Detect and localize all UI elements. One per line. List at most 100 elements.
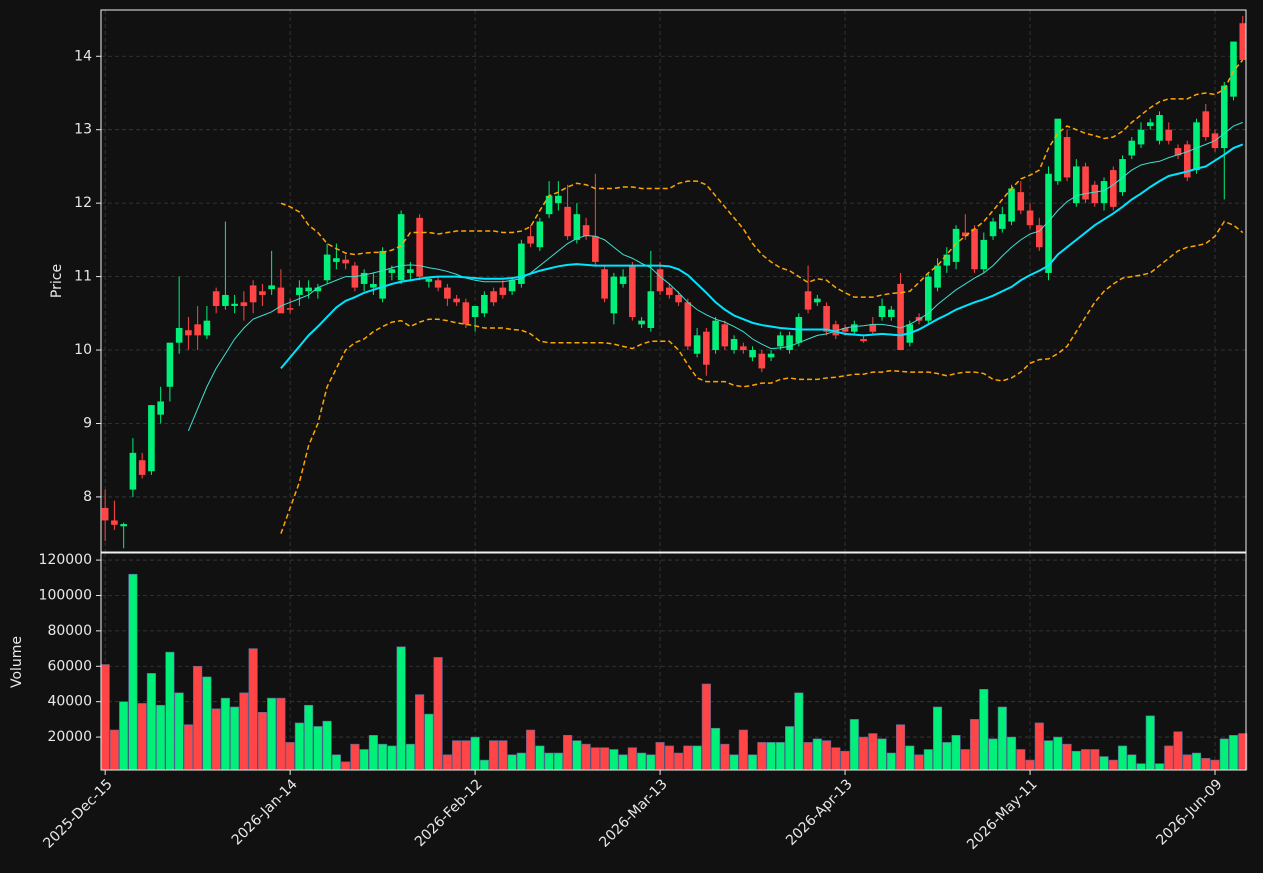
volume-bar bbox=[840, 750, 850, 771]
volume-bar bbox=[331, 754, 341, 771]
volume-bar bbox=[637, 752, 647, 771]
volume-bar bbox=[1016, 749, 1026, 771]
candle-body bbox=[860, 339, 867, 342]
candle-body bbox=[444, 287, 451, 299]
volume-bar bbox=[239, 692, 249, 771]
volume-bar bbox=[812, 738, 822, 771]
volume-bar bbox=[442, 754, 452, 771]
candle-body bbox=[1072, 166, 1080, 204]
candle-body bbox=[1017, 192, 1025, 211]
candle-body bbox=[175, 328, 183, 343]
volume-bar bbox=[387, 745, 397, 771]
candle-body bbox=[490, 291, 497, 303]
candle-body bbox=[1183, 144, 1191, 178]
candle-body bbox=[1156, 115, 1163, 141]
candle-body bbox=[943, 254, 951, 266]
volume-bar bbox=[757, 742, 767, 771]
volume-bar bbox=[923, 749, 933, 771]
volume-bar bbox=[405, 743, 415, 771]
volume-bar bbox=[692, 745, 702, 771]
candle-body bbox=[129, 452, 137, 490]
volume-bar bbox=[1164, 745, 1174, 771]
candle-body bbox=[721, 324, 729, 347]
candle-body bbox=[314, 287, 322, 292]
volume-bar bbox=[489, 740, 499, 771]
candle-body bbox=[185, 330, 192, 336]
y-tick-label: 9 bbox=[83, 415, 92, 431]
candle-body bbox=[1109, 170, 1117, 207]
candle-body bbox=[693, 335, 701, 354]
candle-body bbox=[222, 294, 229, 306]
candle-body bbox=[1119, 159, 1126, 193]
volume-bar bbox=[137, 703, 147, 771]
volume-bar bbox=[914, 754, 924, 771]
volume-bar bbox=[1090, 749, 1100, 771]
candle-body bbox=[804, 291, 812, 310]
volume-bar bbox=[165, 651, 175, 771]
candle-body bbox=[980, 239, 988, 270]
candle-body bbox=[111, 520, 118, 525]
candle-body bbox=[434, 280, 442, 288]
candle-body bbox=[1220, 85, 1228, 149]
candle-body bbox=[749, 350, 756, 358]
candle-body bbox=[286, 308, 294, 310]
candle-body bbox=[823, 305, 830, 332]
candle-body bbox=[1035, 225, 1043, 248]
volume-bar bbox=[1043, 740, 1054, 771]
candle-body bbox=[703, 331, 710, 365]
volume-bar bbox=[868, 733, 878, 771]
candle-body bbox=[971, 228, 978, 270]
volume-bar bbox=[729, 754, 739, 771]
y-tick-label: 100000 bbox=[39, 587, 92, 603]
candle-body bbox=[1146, 122, 1154, 127]
volume-bar bbox=[257, 711, 267, 771]
candle-body bbox=[832, 324, 840, 336]
y-tick-label: 20000 bbox=[47, 729, 92, 745]
candle-body bbox=[370, 283, 377, 288]
volume-bar bbox=[951, 735, 961, 771]
volume-bar bbox=[683, 745, 693, 771]
candle-body bbox=[666, 287, 673, 295]
candle-body bbox=[481, 294, 488, 314]
y-tick-label: 120000 bbox=[39, 552, 92, 568]
volume-bar bbox=[803, 742, 813, 771]
candle-body bbox=[647, 291, 655, 329]
indicator-line bbox=[280, 59, 1244, 298]
volume-bar bbox=[1201, 758, 1211, 771]
volume-bar bbox=[433, 657, 443, 771]
candle-body bbox=[138, 460, 146, 475]
volume-bar bbox=[1006, 736, 1017, 771]
candle-body bbox=[1174, 148, 1182, 156]
candle-body bbox=[814, 298, 821, 303]
y-tick-label: 80000 bbox=[47, 623, 92, 639]
volume-bar bbox=[100, 664, 110, 771]
candle-body bbox=[1193, 122, 1200, 171]
candle-body bbox=[1091, 184, 1099, 204]
y-tick-label: 8 bbox=[83, 489, 92, 505]
volume-bar bbox=[424, 713, 434, 771]
candle-body bbox=[407, 269, 414, 273]
candle-body bbox=[545, 195, 553, 215]
candle-body bbox=[333, 258, 340, 262]
volume-bar bbox=[359, 749, 369, 771]
volume-bar bbox=[932, 706, 943, 771]
volume-bar bbox=[627, 747, 637, 771]
candle-body bbox=[342, 259, 349, 264]
candle-body bbox=[1054, 118, 1062, 182]
candle-body bbox=[277, 287, 285, 314]
y-tick-label: 40000 bbox=[47, 694, 92, 710]
candle-body bbox=[499, 287, 507, 295]
volume-bar bbox=[193, 665, 203, 771]
candle-body bbox=[1082, 166, 1089, 200]
volume-bar bbox=[461, 740, 471, 771]
y-axis-label: Price bbox=[49, 264, 65, 298]
volume-bar bbox=[942, 742, 952, 771]
volume-bar bbox=[109, 729, 119, 771]
candle-body bbox=[1202, 111, 1210, 138]
candle-body bbox=[712, 320, 719, 351]
candle-body bbox=[934, 265, 941, 288]
candle-body bbox=[1137, 129, 1145, 145]
volume-bar bbox=[766, 742, 776, 771]
indicator-line bbox=[280, 143, 1244, 370]
